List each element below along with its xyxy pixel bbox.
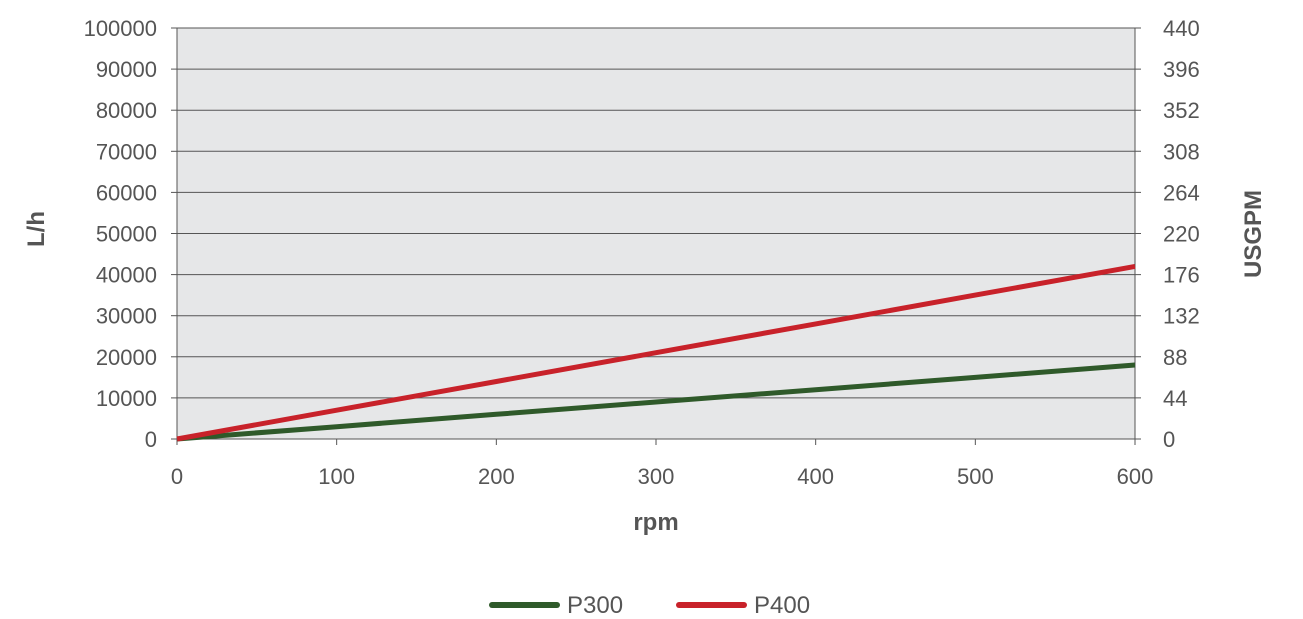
- y2-tick-label: 176: [1163, 263, 1200, 288]
- y2-tick-label: 132: [1163, 304, 1200, 329]
- y2-tick-label: 352: [1163, 98, 1200, 123]
- y-tick-label: 50000: [96, 222, 157, 247]
- x-tick-label: 0: [171, 464, 183, 489]
- y-tick-label: 80000: [96, 98, 157, 123]
- x-tick-label: 500: [957, 464, 994, 489]
- y-tick-label: 60000: [96, 180, 157, 205]
- y2-tick-label: 0: [1163, 427, 1175, 452]
- right-axis-title: USGPM: [1240, 190, 1267, 278]
- series-line-p300: [176, 362, 1136, 442]
- y-tick-label: 0: [145, 427, 157, 452]
- series-lines: [176, 263, 1136, 442]
- legend-label: P300: [567, 592, 623, 619]
- y-tick-label: 70000: [96, 139, 157, 164]
- y2-tick-label: 308: [1163, 139, 1200, 164]
- y2-tick-label: 396: [1163, 57, 1200, 82]
- y2-tick-label: 440: [1163, 16, 1200, 41]
- legend: P300 P400: [489, 592, 810, 619]
- y2-tick-label: 88: [1163, 345, 1187, 370]
- x-tick-label: 400: [797, 464, 834, 489]
- x-axis-ticks: 0 100 200 300 400 500 600: [171, 464, 1153, 489]
- legend-item: P300: [489, 592, 623, 619]
- y2-tick-label: 44: [1163, 386, 1187, 411]
- legend-item: P400: [676, 592, 810, 619]
- y-tick-label: 30000: [96, 304, 157, 329]
- x-tick-label: 100: [318, 464, 355, 489]
- legend-label: P400: [754, 592, 810, 619]
- y-tick-label: 90000: [96, 57, 157, 82]
- y-tick-label: 40000: [96, 263, 157, 288]
- left-axis-ticks: 0 10000 20000 30000 40000 50000 60000 70000 8000…: [84, 16, 157, 452]
- right-axis-ticks: 0 44 88 132 176 220 264 308 352 396 440: [1163, 16, 1200, 452]
- y-tick-label: 10000: [96, 386, 157, 411]
- series-line-p400: [176, 263, 1136, 442]
- y-tick-label: 100000: [84, 16, 157, 41]
- x-tick-label: 600: [1117, 464, 1154, 489]
- x-tick-label: 200: [478, 464, 515, 489]
- left-axis-title: L/h: [23, 211, 50, 247]
- y2-tick-label: 264: [1163, 180, 1200, 205]
- x-tick-label: 300: [638, 464, 675, 489]
- y-tick-label: 20000: [96, 345, 157, 370]
- gridlines: [171, 27, 1141, 445]
- x-axis-title: rpm: [633, 509, 678, 536]
- y2-tick-label: 220: [1163, 222, 1200, 247]
